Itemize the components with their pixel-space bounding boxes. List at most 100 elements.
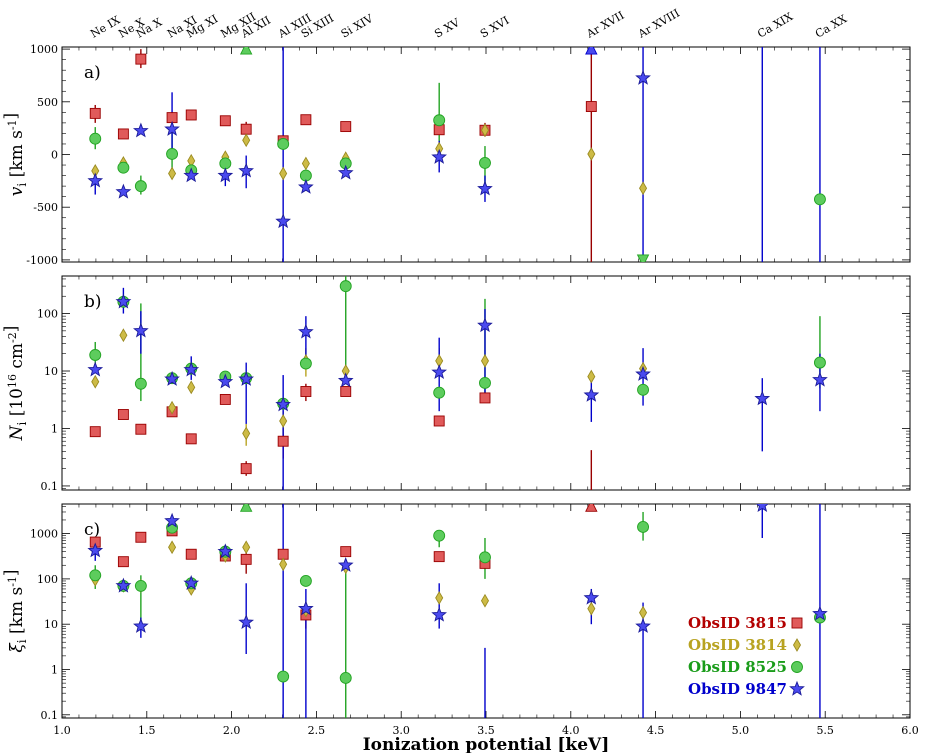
data-point — [337, 557, 354, 572]
series-obsid-9847 — [122, 287, 821, 490]
data-point — [133, 322, 149, 338]
series-obsid-9847 — [94, 47, 821, 262]
data-point — [277, 670, 290, 683]
data-point — [242, 426, 251, 441]
ion-label: Ar XVII — [583, 9, 626, 41]
data-point — [340, 121, 352, 133]
data-point — [431, 606, 447, 622]
data-point — [813, 193, 826, 206]
legend-marker — [791, 661, 803, 673]
y-tick-label: 0 — [51, 149, 58, 162]
y-axis-title: Ni [1016 cm-2] — [1, 326, 29, 442]
data-point — [755, 504, 769, 513]
data-point — [91, 374, 100, 389]
data-point — [240, 553, 252, 565]
ion-label: S XVI — [478, 14, 511, 41]
y-tick-label: 100 — [37, 308, 58, 321]
data-point — [339, 280, 352, 293]
data-point — [132, 122, 149, 138]
data-point — [340, 546, 352, 558]
data-point — [587, 147, 596, 161]
y-axis-title: vi [km s-1] — [1, 113, 29, 196]
series-obsid-3815 — [245, 551, 307, 629]
x-tick-label: 2.5 — [308, 724, 326, 737]
data-point — [337, 164, 354, 180]
y-tick-label: 500 — [37, 96, 58, 109]
data-point — [431, 148, 447, 164]
data-point — [639, 181, 648, 196]
y-tick-label: 0.1 — [41, 480, 59, 493]
data-point — [238, 614, 255, 630]
data-point — [217, 373, 234, 389]
data-point — [639, 605, 648, 620]
y-tick-label: 1000 — [30, 43, 58, 56]
ion-label: Si XIV — [339, 11, 376, 40]
data-point — [433, 114, 446, 127]
y-tick-label: -1000 — [26, 254, 58, 267]
data-point — [219, 393, 231, 405]
y-axis-title: ξi [km s-1] — [1, 569, 29, 652]
data-point — [479, 376, 491, 389]
data-point — [166, 148, 179, 160]
data-point — [168, 540, 177, 555]
data-point — [637, 521, 649, 533]
legend-label: ObsID 8525 — [688, 658, 787, 676]
data-point — [477, 180, 493, 196]
data-point — [301, 156, 310, 171]
ion-label: Ar XVIII — [635, 7, 682, 42]
data-point — [185, 433, 197, 445]
markers-obsid-8525 — [89, 504, 826, 684]
data-point — [217, 167, 234, 183]
y-tick-label: 10 — [44, 365, 58, 378]
data-point — [479, 392, 491, 404]
data-point — [117, 128, 129, 140]
data-layer — [87, 47, 826, 262]
data-point — [242, 540, 251, 555]
data-point — [583, 386, 600, 402]
markers-obsid-3814 — [91, 123, 648, 196]
legend-label: ObsID 9847 — [688, 680, 787, 698]
data-point — [185, 109, 197, 121]
data-point — [435, 591, 444, 605]
markers-obsid-8525 — [89, 280, 826, 410]
data-point — [219, 157, 232, 170]
data-layer — [87, 504, 828, 718]
data-point — [480, 123, 490, 138]
x-tick-label: 6.0 — [901, 724, 919, 737]
data-point — [238, 162, 254, 178]
ion-label: S XV — [432, 15, 463, 40]
data-point — [168, 166, 177, 181]
data-point — [298, 323, 314, 339]
x-tick-label: 5.0 — [732, 724, 750, 737]
data-point — [812, 605, 828, 621]
x-tick-label: 3.0 — [392, 724, 410, 737]
markers-obsid-9847 — [87, 47, 651, 229]
x-tick-label: 2.0 — [223, 724, 241, 737]
y-tick-label: 1000 — [30, 528, 58, 541]
ion-label: Ne IX — [88, 13, 122, 40]
data-point — [135, 423, 147, 435]
data-point — [117, 556, 129, 568]
data-point — [87, 172, 104, 188]
markers-obsid-3814 — [91, 328, 648, 441]
data-point — [117, 409, 129, 420]
data-point — [279, 166, 288, 181]
data-point — [115, 183, 132, 199]
data-point — [135, 53, 147, 65]
data-point — [277, 138, 290, 150]
x-tick-label: 3.5 — [477, 724, 495, 737]
data-point — [242, 133, 251, 148]
series-obsid-8525 — [94, 82, 486, 195]
legend-label: ObsID 3815 — [688, 614, 787, 632]
data-point — [279, 414, 288, 428]
limit-triangle — [239, 504, 253, 512]
y-tick-label: 100 — [37, 573, 58, 586]
data-point — [300, 386, 312, 397]
series-obsid-8525 — [94, 276, 821, 402]
series-obsid-3814 — [245, 348, 440, 446]
y-tick-label: 0.1 — [41, 709, 59, 722]
data-point — [219, 115, 231, 127]
data-point — [479, 156, 491, 169]
panel-b: 0.1 1 10 100 b) Ni [1016 cm-2] — [1, 275, 911, 493]
data-point — [480, 593, 490, 608]
